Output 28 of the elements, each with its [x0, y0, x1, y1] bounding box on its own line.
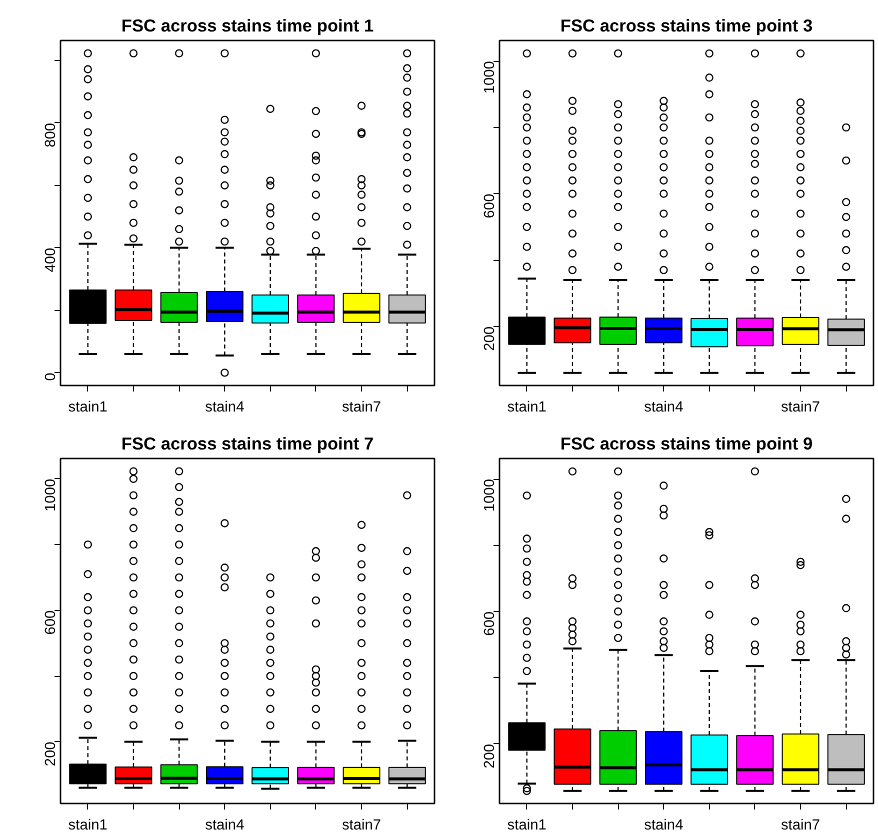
chart-title: FSC across stains time point 1: [121, 16, 374, 36]
x-tick-label: stain4: [644, 400, 684, 416]
y-tick-label: 0: [43, 372, 59, 381]
y-tick-label: 600: [43, 610, 59, 635]
x-tick-label: stain7: [780, 400, 820, 416]
x-tick-label: stain4: [205, 400, 244, 416]
x-tick-label: stain1: [507, 400, 546, 416]
y-tick-label: 600: [482, 611, 498, 636]
y-tick-label: 1000: [482, 479, 498, 512]
y-tick-label: 200: [43, 742, 59, 766]
y-tick-label: 600: [482, 194, 498, 218]
chart-title: FSC across stains time point 9: [560, 434, 813, 454]
x-tick-label: stain7: [780, 818, 820, 834]
y-tick-label: 800: [43, 122, 59, 148]
y-tick-label: 200: [482, 326, 498, 351]
x-tick-label: stain7: [342, 818, 382, 834]
chart-title: FSC across stains time point 7: [121, 434, 374, 454]
y-tick-label: 400: [43, 248, 59, 272]
y-tick-label: 1000: [482, 61, 498, 94]
x-tick-label: stain4: [644, 818, 684, 834]
x-tick-label: stain1: [68, 400, 108, 416]
chart-title: FSC across stains time point 3: [560, 16, 814, 36]
y-tick-label: 1000: [43, 478, 59, 512]
x-tick-label: stain7: [342, 400, 382, 416]
y-tick-label: 200: [482, 744, 498, 768]
x-tick-label: stain1: [507, 818, 546, 834]
x-tick-label: stain1: [68, 818, 108, 834]
x-tick-label: stain4: [205, 818, 244, 834]
